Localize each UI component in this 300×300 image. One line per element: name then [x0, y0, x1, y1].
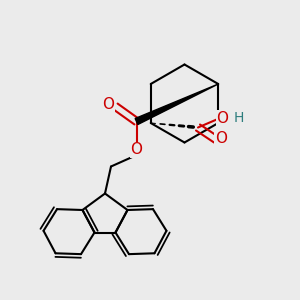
Polygon shape: [135, 84, 218, 124]
Text: O: O: [130, 142, 142, 158]
Text: O: O: [217, 111, 229, 126]
Text: H: H: [233, 111, 244, 124]
Text: O: O: [215, 131, 227, 146]
Text: O: O: [102, 97, 114, 112]
